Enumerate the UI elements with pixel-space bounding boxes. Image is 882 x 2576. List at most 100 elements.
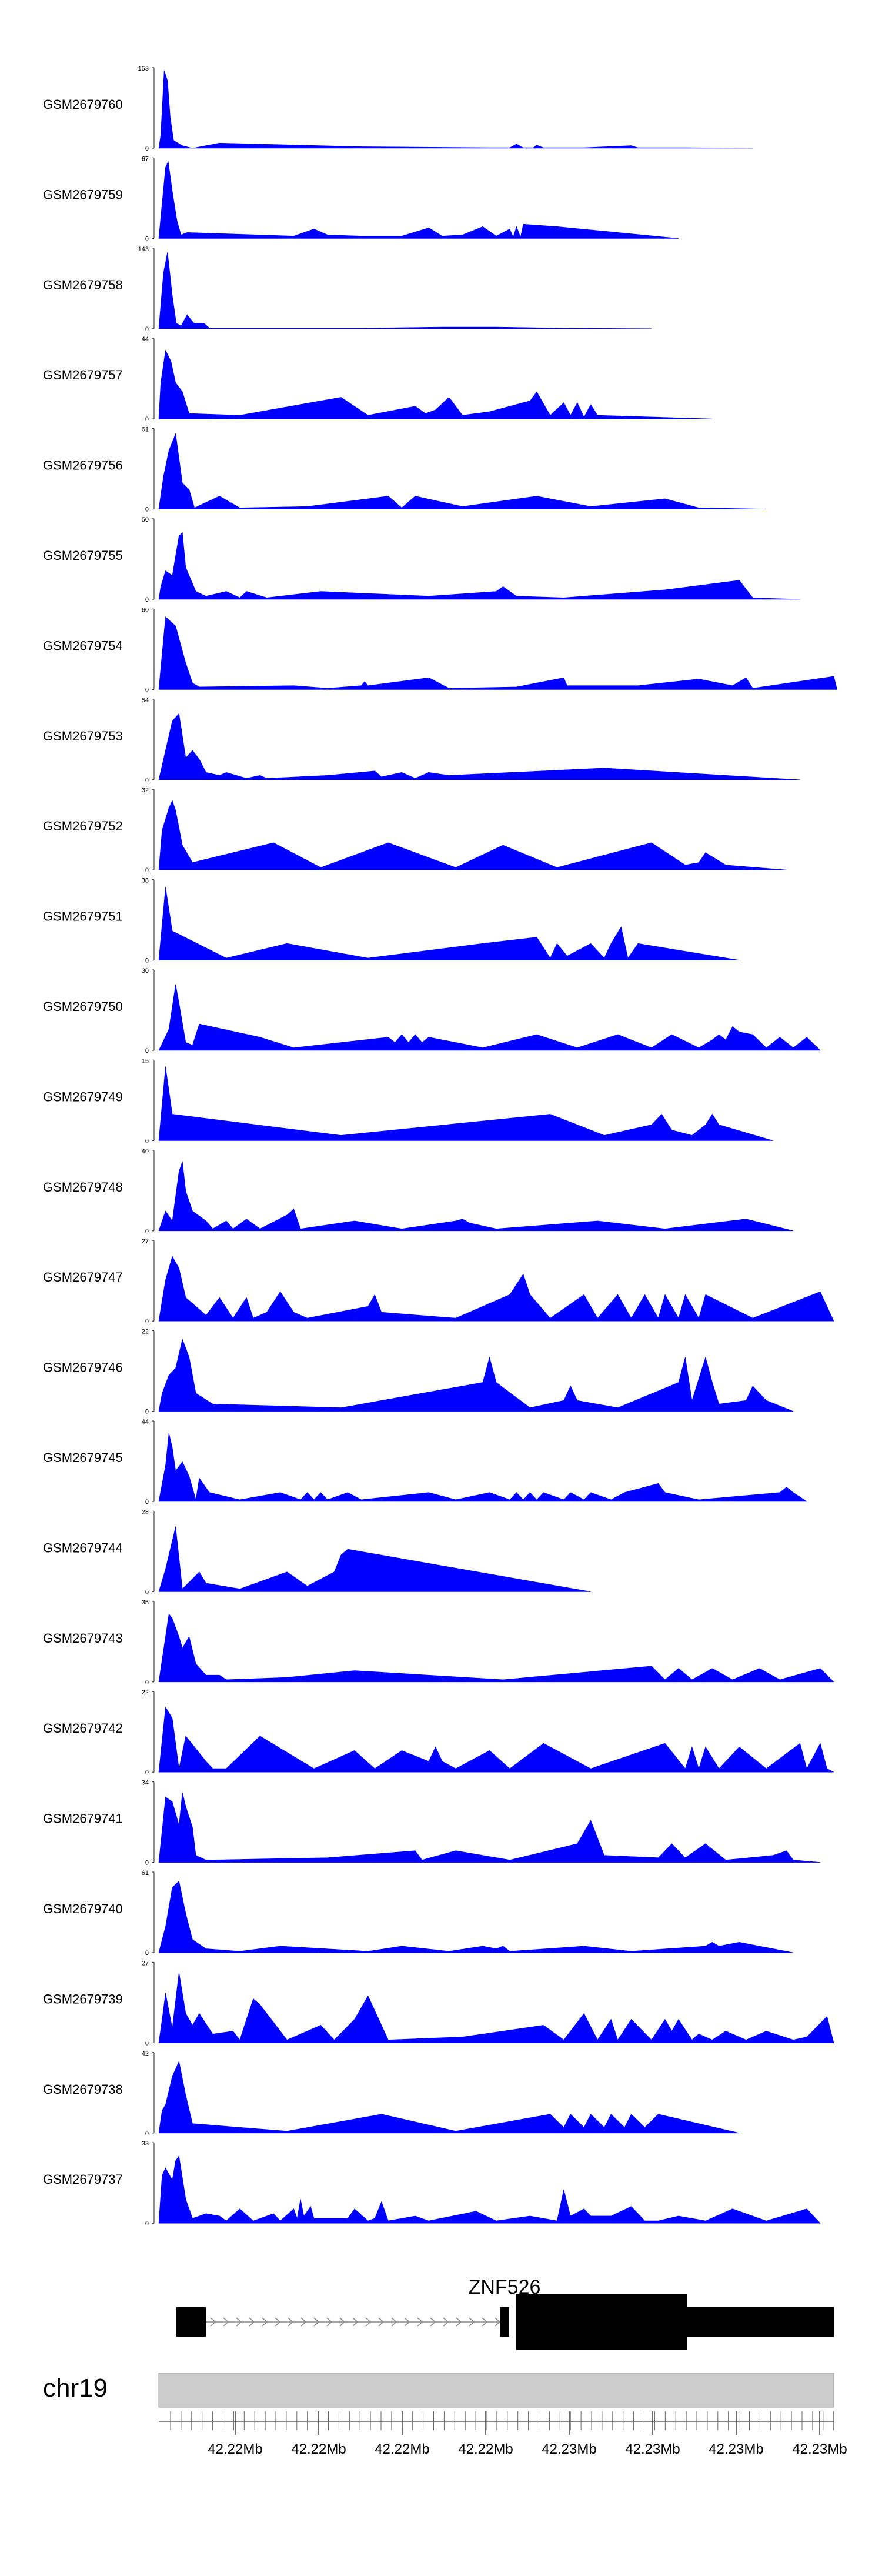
y-min-label: 0 bbox=[145, 2220, 149, 2227]
track-GSM2679760: GSM2679760 153 0 bbox=[43, 65, 753, 152]
coverage-area bbox=[158, 161, 679, 239]
coverage-area bbox=[158, 349, 713, 419]
y-min-label: 0 bbox=[145, 1318, 149, 1325]
track-label: GSM2679748 bbox=[43, 1180, 123, 1194]
track-GSM2679750: GSM2679750 30 0 bbox=[43, 967, 821, 1055]
track-label: GSM2679749 bbox=[43, 1089, 123, 1104]
y-min-label: 0 bbox=[145, 1950, 149, 1957]
coverage-area bbox=[158, 1613, 834, 1683]
y-min-label: 0 bbox=[145, 2130, 149, 2137]
y-min-label: 0 bbox=[145, 2040, 149, 2047]
x-tick-label: 42.23Mb bbox=[709, 2441, 763, 2457]
y-max-label: 61 bbox=[142, 1870, 149, 1877]
track-GSM2679739: GSM2679739 27 0 bbox=[43, 1960, 834, 2047]
y-max-label: 28 bbox=[142, 1509, 149, 1516]
track-GSM2679757: GSM2679757 44 0 bbox=[43, 336, 713, 423]
track-GSM2679753: GSM2679753 54 0 bbox=[43, 697, 800, 784]
ideogram-track: chr19 42.22Mb 42.22Mb 42.22Mb 42.22Mb 42.23Mb… bbox=[43, 2373, 847, 2457]
track-GSM2679751: GSM2679751 38 0 bbox=[43, 877, 740, 965]
track-GSM2679738: GSM2679738 42 0 bbox=[43, 2050, 740, 2137]
y-min-label: 0 bbox=[145, 235, 149, 242]
coverage-area bbox=[158, 1433, 808, 1502]
x-tick-label: 42.23Mb bbox=[542, 2441, 596, 2457]
coverage-area bbox=[158, 1256, 834, 1322]
coverage-area bbox=[158, 616, 838, 690]
strand-arrow bbox=[404, 2317, 410, 2327]
coverage-area bbox=[158, 2060, 740, 2134]
track-GSM2679748: GSM2679748 40 0 bbox=[43, 1148, 794, 1235]
track-GSM2679744: GSM2679744 28 0 bbox=[43, 1509, 591, 1596]
x-tick-label: 42.23Mb bbox=[792, 2441, 847, 2457]
y-min-label: 0 bbox=[145, 777, 149, 784]
y-max-label: 22 bbox=[142, 1689, 149, 1696]
track-label: GSM2679752 bbox=[43, 819, 123, 833]
strand-arrow bbox=[262, 2317, 268, 2327]
y-min-label: 0 bbox=[145, 145, 149, 152]
track-label: GSM2679745 bbox=[43, 1450, 123, 1465]
y-min-label: 0 bbox=[145, 1137, 149, 1144]
coverage-area bbox=[158, 1972, 834, 2043]
track-label: GSM2679738 bbox=[43, 2082, 123, 2097]
y-max-label: 30 bbox=[142, 967, 149, 975]
coverage-area bbox=[158, 1792, 821, 1863]
strand-arrow bbox=[365, 2317, 372, 2327]
track-GSM2679756: GSM2679756 61 0 bbox=[43, 426, 767, 513]
track-GSM2679741: GSM2679741 34 0 bbox=[43, 1780, 821, 1867]
y-min-label: 0 bbox=[145, 1228, 149, 1235]
exon-1 bbox=[176, 2307, 206, 2337]
track-label: GSM2679760 bbox=[43, 97, 123, 112]
gene-track: ZNF526 bbox=[176, 2276, 834, 2350]
track-label: GSM2679755 bbox=[43, 548, 123, 563]
track-GSM2679759: GSM2679759 67 0 bbox=[43, 155, 679, 242]
strand-arrow bbox=[288, 2317, 294, 2327]
y-min-label: 0 bbox=[145, 1047, 149, 1055]
track-GSM2679758: GSM2679758 143 0 bbox=[43, 246, 652, 333]
coverage-area bbox=[158, 984, 821, 1051]
y-max-label: 15 bbox=[142, 1057, 149, 1065]
y-max-label: 143 bbox=[138, 246, 149, 253]
track-label: GSM2679747 bbox=[43, 1270, 123, 1284]
track-GSM2679740: GSM2679740 61 0 bbox=[43, 1870, 794, 1957]
y-max-label: 54 bbox=[142, 697, 149, 704]
coverage-area bbox=[158, 713, 800, 780]
y-max-label: 44 bbox=[142, 336, 149, 343]
coverage-tracks: GSM26797601530GSM2679759670GSM2679758143… bbox=[43, 65, 838, 2227]
track-label: GSM2679737 bbox=[43, 2172, 123, 2187]
y-min-label: 0 bbox=[145, 596, 149, 603]
y-max-label: 38 bbox=[142, 877, 149, 885]
strand-arrow bbox=[482, 2317, 488, 2327]
exon-coding bbox=[516, 2294, 687, 2350]
track-label: GSM2679742 bbox=[43, 1721, 123, 1736]
track-GSM2679747: GSM2679747 27 0 bbox=[43, 1238, 834, 1325]
track-GSM2679746: GSM2679746 22 0 bbox=[43, 1329, 794, 1416]
y-min-label: 0 bbox=[145, 1860, 149, 1867]
coverage-area bbox=[158, 887, 740, 960]
strand-arrow bbox=[417, 2317, 423, 2327]
track-GSM2679737: GSM2679737 33 0 bbox=[43, 2140, 821, 2227]
track-GSM2679752: GSM2679752 32 0 bbox=[43, 787, 787, 874]
coverage-area bbox=[158, 70, 753, 149]
strand-arrow bbox=[430, 2317, 436, 2327]
y-min-label: 0 bbox=[145, 326, 149, 333]
y-min-label: 0 bbox=[145, 1679, 149, 1686]
track-label: GSM2679750 bbox=[43, 999, 123, 1014]
y-max-label: 153 bbox=[138, 65, 149, 72]
coverage-area bbox=[158, 1066, 773, 1141]
exon-utr bbox=[687, 2307, 834, 2337]
track-GSM2679755: GSM2679755 50 0 bbox=[43, 516, 800, 603]
strand-arrow bbox=[352, 2317, 359, 2327]
strand-arrow bbox=[313, 2317, 320, 2327]
coverage-area bbox=[158, 1161, 794, 1232]
y-min-label: 0 bbox=[145, 867, 149, 874]
y-max-label: 67 bbox=[142, 155, 149, 162]
x-tick-label: 42.22Mb bbox=[458, 2441, 513, 2457]
chromosome-label: chr19 bbox=[43, 2374, 108, 2403]
track-GSM2679742: GSM2679742 22 0 bbox=[43, 1689, 834, 1776]
strand-arrow bbox=[300, 2317, 307, 2327]
track-label: GSM2679743 bbox=[43, 1631, 123, 1646]
track-label: GSM2679751 bbox=[43, 909, 123, 924]
track-GSM2679745: GSM2679745 44 0 bbox=[43, 1419, 808, 1506]
x-tick-label: 42.22Mb bbox=[375, 2441, 429, 2457]
y-max-label: 61 bbox=[142, 426, 149, 433]
